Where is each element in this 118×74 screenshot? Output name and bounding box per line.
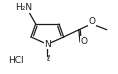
Text: H₂N: H₂N bbox=[15, 3, 32, 12]
Text: HCl: HCl bbox=[8, 56, 23, 65]
Text: N: N bbox=[44, 40, 51, 49]
Text: O: O bbox=[81, 37, 88, 46]
Text: ℓ: ℓ bbox=[46, 54, 50, 63]
Text: O: O bbox=[89, 17, 96, 26]
